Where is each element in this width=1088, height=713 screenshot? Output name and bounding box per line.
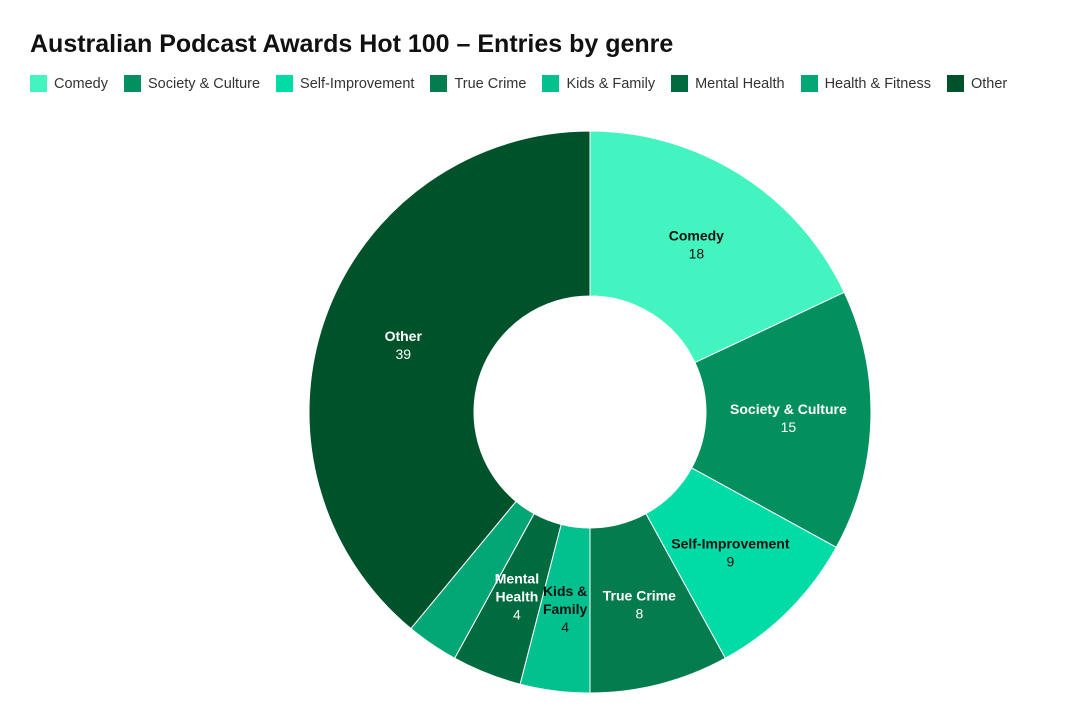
slice-comedy[interactable] xyxy=(589,130,845,364)
slice-label-society-and-culture: Society & Culture 15 xyxy=(730,401,847,435)
legend-item-health-and-fitness: Health & Fitness xyxy=(800,75,931,92)
legend-item-true-crime: True Crime xyxy=(430,75,526,92)
slice-society-and-culture[interactable] xyxy=(690,291,872,549)
legend-label: Mental Health xyxy=(695,75,785,92)
slice-label-mental-health: Mental Health 4 xyxy=(495,571,539,623)
legend-item-comedy: Comedy xyxy=(30,75,108,92)
slice-label-other: Other 39 xyxy=(385,328,423,362)
slice-name: True Crime xyxy=(603,587,676,603)
slice-value: 39 xyxy=(395,346,411,362)
chart-legend: Comedy Society & Culture Self-Improvement T… xyxy=(30,75,1023,92)
legend-swatch xyxy=(671,75,689,92)
slice-value: 9 xyxy=(726,553,734,569)
legend-item-kids-and-family: Kids & Family xyxy=(542,75,655,92)
legend-swatch xyxy=(30,75,47,92)
legend-swatch xyxy=(124,75,141,92)
legend-swatch xyxy=(542,75,560,92)
legend-label: Kids & Family xyxy=(566,75,656,92)
legend-item-society-and-culture: Society & Culture xyxy=(124,75,260,92)
legend-label: Other xyxy=(970,75,1008,92)
legend-item-other: Other xyxy=(946,75,1008,92)
slice-name: Society & Culture xyxy=(730,401,847,417)
legend-swatch xyxy=(800,75,818,92)
slice-label-kids-and-family: Kids & Family 4 xyxy=(543,583,588,635)
legend-label: Health & Fitness xyxy=(824,75,931,92)
legend-swatch xyxy=(430,75,448,92)
legend-swatch xyxy=(946,75,964,92)
legend-label: Society & Culture xyxy=(148,75,261,92)
slice-label-self-improvement: Self-Improvement 9 xyxy=(671,535,790,569)
slice-value: 4 xyxy=(513,607,521,623)
legend-swatch xyxy=(276,75,294,92)
slice-name: Kids & xyxy=(543,583,587,599)
slice-name: Family xyxy=(543,601,588,617)
slice-name: Health xyxy=(496,589,539,605)
legend-label: Self-Improvement xyxy=(300,75,415,92)
legend-label: True Crime xyxy=(454,75,527,92)
legend-item-self-improvement: Self-Improvement xyxy=(276,75,414,92)
slice-name: Self-Improvement xyxy=(671,535,790,551)
slice-label-true-crime: True Crime 8 xyxy=(603,587,676,621)
legend-item-mental-health: Mental Health xyxy=(671,75,785,92)
slice-value: 4 xyxy=(561,619,569,635)
legend-label: Comedy xyxy=(54,75,108,92)
slice-label-comedy: Comedy 18 xyxy=(669,227,724,261)
chart-title: Australian Podcast Awards Hot 100 – Entr… xyxy=(30,30,674,58)
slice-value: 8 xyxy=(635,605,643,621)
slice-name: Other xyxy=(385,328,423,344)
slice-value: 18 xyxy=(689,245,705,261)
slice-name: Comedy xyxy=(669,227,724,243)
slice-other[interactable] xyxy=(308,130,591,630)
slice-name: Mental xyxy=(495,571,539,587)
slice-value: 15 xyxy=(781,419,797,435)
